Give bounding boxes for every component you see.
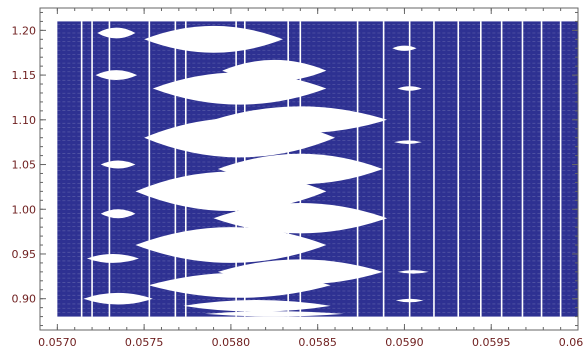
island: [100, 160, 136, 169]
y-tick-label: 1.10: [12, 114, 37, 127]
x-tick-label: 0.0590: [385, 336, 424, 349]
y-tick-label: 1.20: [12, 24, 37, 37]
x-axis: 0.0570 0.0575 0.0580 0.0585 0.0590 0.0595 0.06…: [38, 8, 584, 349]
y-tick-label: 0.90: [12, 293, 37, 306]
x-tick-label: 0.0585: [298, 336, 337, 349]
island: [395, 298, 424, 303]
island: [213, 202, 388, 234]
island: [95, 70, 138, 81]
plot-frame: [39, 7, 579, 331]
island: [394, 140, 422, 144]
island: [213, 106, 388, 134]
y-tick-label: 1.15: [12, 69, 37, 82]
island: [183, 300, 331, 312]
y-axis: 0.90 0.95 1.00 1.05 1.10 1.15 1.20: [12, 11, 578, 327]
island: [392, 45, 417, 51]
island: [86, 253, 139, 263]
island: [397, 86, 422, 91]
island: [135, 227, 327, 263]
island: [222, 59, 327, 82]
x-tick-label: 0.0580: [212, 336, 251, 349]
island: [83, 292, 153, 305]
island: [217, 259, 383, 285]
island: [144, 25, 283, 53]
island: [100, 209, 136, 219]
x-tick-label: 0.0595: [472, 336, 511, 349]
island: [97, 27, 136, 39]
plot-area: [40, 8, 578, 330]
y-tick-label: 1.05: [12, 159, 37, 172]
y-tick-label: 1.00: [12, 203, 37, 216]
y-tick-label: 0.95: [12, 248, 37, 261]
island: [397, 270, 429, 274]
x-tick-label: 0.0600: [559, 336, 584, 349]
x-tick-label: 0.0570: [38, 336, 77, 349]
island: [204, 311, 344, 317]
island: [217, 153, 383, 185]
islands: [83, 25, 429, 317]
x-tick-label: 0.0575: [125, 336, 164, 349]
